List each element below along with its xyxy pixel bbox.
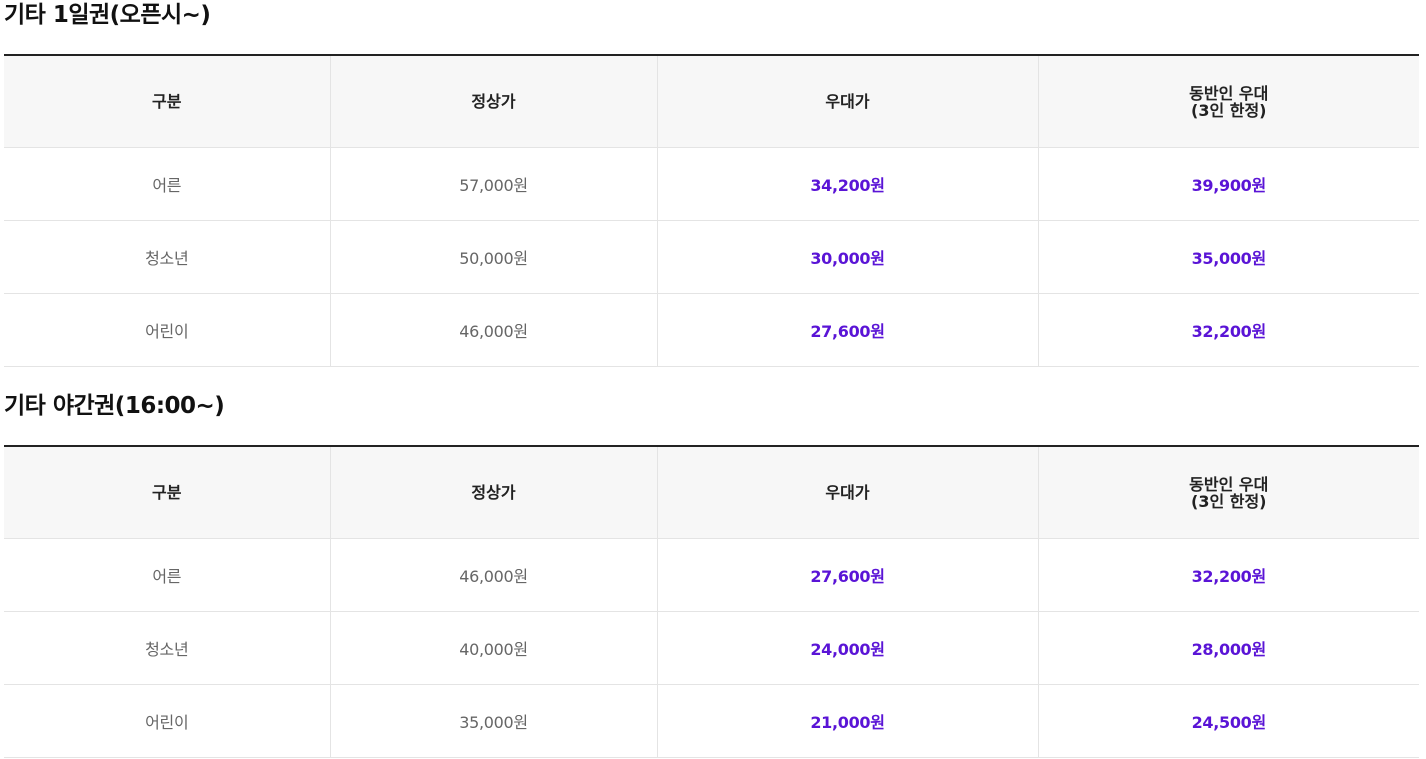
cell-regular-price: 35,000원 bbox=[329, 684, 657, 758]
col-header-companion-discount: 동반인 우대 (3인 한정) bbox=[1037, 55, 1419, 148]
cell-category: 어른 bbox=[4, 538, 330, 612]
table-row: 청소년 50,000원 30,000원 35,000원 bbox=[4, 220, 1419, 294]
cell-discount-price: 24,000원 bbox=[656, 611, 1038, 685]
cell-discount-price: 21,000원 bbox=[656, 684, 1038, 758]
table-row: 어른 46,000원 27,600원 32,200원 bbox=[4, 538, 1419, 612]
cell-discount-price: 27,600원 bbox=[656, 538, 1038, 612]
price-table-night-pass: 구분 정상가 우대가 동반인 우대 (3인 한정) 어른 46,000원 27,… bbox=[4, 445, 1419, 758]
cell-category: 청소년 bbox=[4, 611, 330, 685]
cell-category: 어른 bbox=[4, 147, 330, 221]
cell-companion-price: 39,900원 bbox=[1037, 147, 1419, 221]
cell-discount-price: 30,000원 bbox=[656, 220, 1038, 294]
col-header-discount-price: 우대가 bbox=[656, 55, 1038, 148]
col-header-companion-discount: 동반인 우대 (3인 한정) bbox=[1037, 446, 1419, 539]
companion-header-line1: 동반인 우대 bbox=[1189, 474, 1269, 494]
cell-regular-price: 46,000원 bbox=[329, 538, 657, 612]
cell-companion-price: 35,000원 bbox=[1037, 220, 1419, 294]
table-row: 어린이 46,000원 27,600원 32,200원 bbox=[4, 293, 1419, 367]
cell-regular-price: 57,000원 bbox=[329, 147, 657, 221]
cell-companion-price: 32,200원 bbox=[1037, 538, 1419, 612]
companion-header-line2: (3인 한정) bbox=[1191, 100, 1267, 120]
cell-regular-price: 50,000원 bbox=[329, 220, 657, 294]
col-header-category: 구분 bbox=[4, 55, 330, 148]
col-header-regular-price: 정상가 bbox=[329, 55, 657, 148]
companion-header-line2: (3인 한정) bbox=[1191, 491, 1267, 511]
price-table-day-pass: 구분 정상가 우대가 동반인 우대 (3인 한정) 어른 57,000원 34,… bbox=[4, 54, 1419, 367]
cell-discount-price: 27,600원 bbox=[656, 293, 1038, 367]
cell-regular-price: 46,000원 bbox=[329, 293, 657, 367]
cell-category: 어린이 bbox=[4, 684, 330, 758]
table-header-row: 구분 정상가 우대가 동반인 우대 (3인 한정) bbox=[4, 446, 1419, 539]
cell-regular-price: 40,000원 bbox=[329, 611, 657, 685]
col-header-category: 구분 bbox=[4, 446, 330, 539]
table-row: 청소년 40,000원 24,000원 28,000원 bbox=[4, 611, 1419, 685]
section-title-night-pass: 기타 야간권(16:00~) bbox=[4, 393, 225, 419]
table-row: 어린이 35,000원 21,000원 24,500원 bbox=[4, 684, 1419, 758]
cell-companion-price: 28,000원 bbox=[1037, 611, 1419, 685]
cell-companion-price: 24,500원 bbox=[1037, 684, 1419, 758]
companion-header-line1: 동반인 우대 bbox=[1189, 83, 1269, 103]
col-header-discount-price: 우대가 bbox=[656, 446, 1038, 539]
cell-category: 청소년 bbox=[4, 220, 330, 294]
col-header-regular-price: 정상가 bbox=[329, 446, 657, 539]
table-header-row: 구분 정상가 우대가 동반인 우대 (3인 한정) bbox=[4, 55, 1419, 148]
cell-category: 어린이 bbox=[4, 293, 330, 367]
table-row: 어른 57,000원 34,200원 39,900원 bbox=[4, 147, 1419, 221]
cell-discount-price: 34,200원 bbox=[656, 147, 1038, 221]
section-title-day-pass: 기타 1일권(오픈시~) bbox=[4, 2, 211, 28]
cell-companion-price: 32,200원 bbox=[1037, 293, 1419, 367]
